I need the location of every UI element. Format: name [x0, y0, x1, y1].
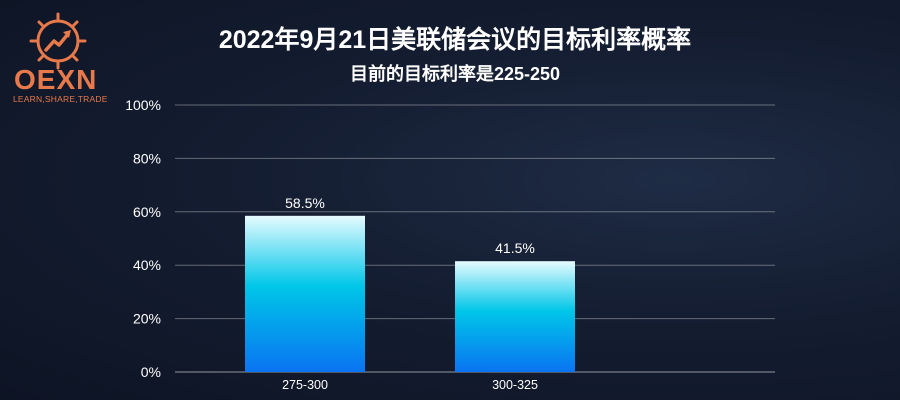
- y-tick-label: 80%: [133, 150, 161, 166]
- bar: [455, 261, 575, 372]
- y-tick-label: 20%: [133, 311, 161, 327]
- bar-value-label: 58.5%: [285, 195, 325, 211]
- x-tick-label: 300-325: [492, 378, 538, 392]
- y-tick-label: 0%: [141, 364, 161, 380]
- chart-title: 2022年9月21日美联储会议的目标利率概率: [218, 26, 692, 54]
- logo-tagline: LEARN,SHARE,TRADE: [13, 94, 108, 104]
- y-tick-label: 100%: [125, 97, 161, 113]
- bar: [245, 215, 365, 372]
- chart-subtitle: 目前的目标利率是225-250: [349, 64, 561, 84]
- logo-wordmark: OEXN: [14, 64, 98, 95]
- oexn-logo-icon: [29, 12, 87, 70]
- x-tick-label: 275-300: [282, 378, 328, 392]
- y-tick-label: 60%: [133, 204, 161, 220]
- y-tick-label: 40%: [133, 257, 161, 273]
- bar-value-label: 41.5%: [495, 240, 535, 256]
